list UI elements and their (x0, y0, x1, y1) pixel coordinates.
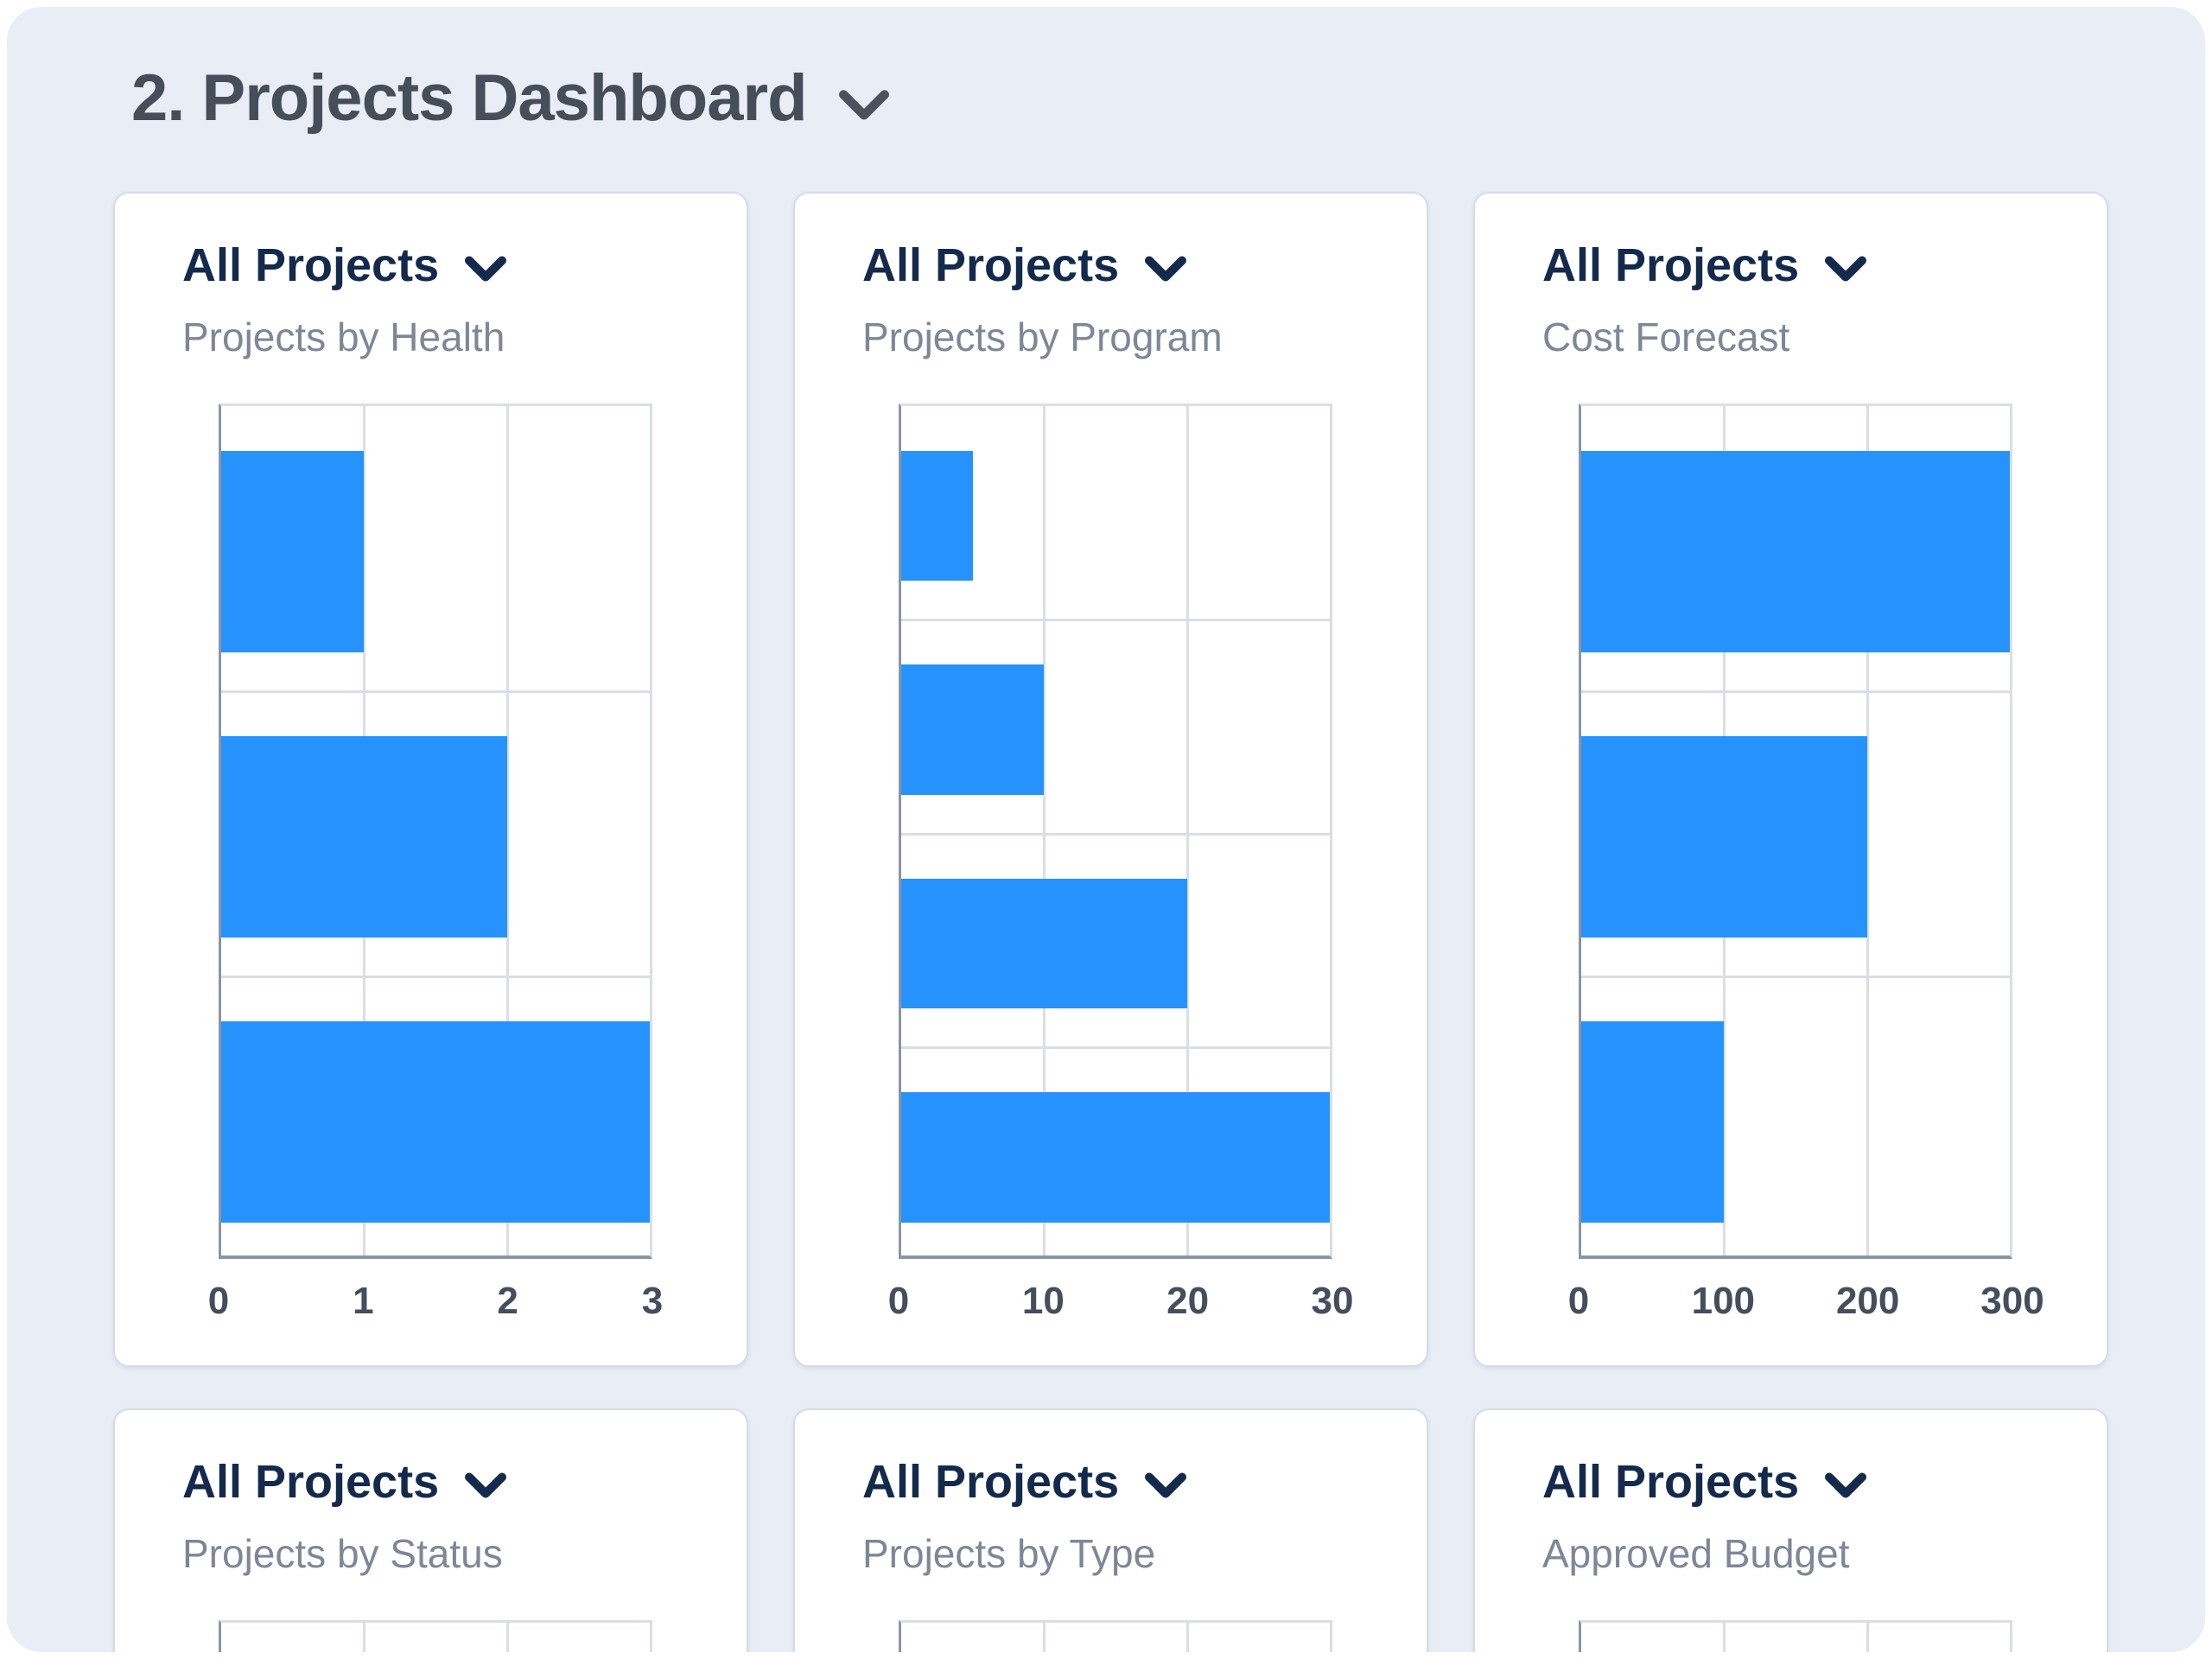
gridline (901, 619, 1330, 622)
filter-label: All Projects (1542, 1456, 1800, 1508)
x-axis-labels: 0 100 200 300 (1568, 1279, 2044, 1325)
axis-tick-label: 0 (887, 1279, 910, 1322)
gridline (363, 1622, 366, 1652)
gridline (505, 405, 509, 1255)
bar-chart-plot (899, 403, 1332, 1259)
chart-title: Projects by Health (182, 315, 505, 359)
gridline (221, 690, 650, 693)
bar (901, 1092, 1330, 1223)
bar (221, 1020, 650, 1223)
x-axis-labels: 0 1 2 3 (208, 1279, 663, 1325)
filter-label: All Projects (182, 239, 440, 291)
bar (901, 450, 973, 582)
chart-card: All Projects Projects by Type (793, 1408, 1428, 1652)
gridline (221, 975, 650, 978)
gridline (1581, 975, 2010, 978)
bar (1581, 1020, 1725, 1223)
bar (901, 878, 1187, 1009)
gridline (1043, 1622, 1046, 1652)
bar (221, 735, 507, 938)
bar-chart-plot (1579, 1619, 2012, 1652)
project-filter-dropdown[interactable]: All Projects (1542, 1456, 1867, 1508)
axis-tick-label: 30 (1311, 1279, 1354, 1322)
bar (1581, 735, 1867, 938)
gridline (1185, 1622, 1189, 1652)
project-filter-dropdown[interactable]: All Projects (182, 1456, 507, 1508)
chart-card: All Projects Projects by Status (113, 1408, 748, 1652)
filter-label: All Projects (1542, 239, 1800, 291)
bar-chart-plot (1579, 403, 2012, 1259)
chart-title: Approved Budget (1542, 1531, 1850, 1576)
axis-tick-label: 0 (207, 1279, 230, 1322)
gridline (1043, 405, 1046, 1255)
project-filter-dropdown[interactable]: All Projects (182, 239, 507, 291)
bar (901, 664, 1045, 795)
filter-label: All Projects (862, 239, 1120, 291)
chart-title: Projects by Status (182, 1531, 503, 1576)
axis-tick-label: 1 (353, 1279, 374, 1322)
chart-card: All Projects Projects by Health 0 1 2 3 (113, 192, 748, 1367)
filter-label: All Projects (862, 1456, 1120, 1508)
gridline (901, 1046, 1330, 1050)
gridline (505, 1622, 509, 1652)
axis-tick-label: 100 (1691, 1279, 1756, 1322)
bar-chart-plot (899, 1619, 1332, 1652)
chart-title: Projects by Type (862, 1531, 1156, 1576)
axis-tick-label: 200 (1835, 1279, 1900, 1322)
chart-card: All Projects Projects by Program 0 10 20 30 (793, 192, 1428, 1367)
chevron-down-icon (1145, 1472, 1187, 1497)
axis-tick-label: 2 (497, 1279, 518, 1322)
gridline (901, 832, 1330, 836)
project-filter-dropdown[interactable]: All Projects (862, 239, 1187, 291)
axis-tick-label: 3 (641, 1279, 664, 1322)
gridline (1185, 405, 1189, 1255)
axis-tick-label: 10 (1021, 1279, 1065, 1322)
page-title: 2. Projects Dashboard (131, 61, 807, 135)
gridline (1866, 405, 1869, 1255)
gridline (1581, 690, 2010, 693)
gridline (1723, 1622, 1726, 1652)
chevron-down-icon (1145, 256, 1187, 281)
bar-chart-plot (219, 403, 652, 1259)
gridline (1866, 1622, 1869, 1652)
chevron-down-icon (465, 1472, 507, 1497)
bar (1581, 450, 2010, 652)
axis-tick-label: 0 (1567, 1279, 1590, 1322)
x-axis-labels: 0 10 20 30 (888, 1279, 1354, 1325)
section-chevron-down-icon[interactable] (838, 89, 890, 122)
chart-card: All Projects Cost Forecast 0 100 200 300 (1473, 192, 2108, 1367)
dashboard-section: 2. Projects Dashboard All Projects Proje… (7, 7, 2205, 1652)
filter-label: All Projects (182, 1456, 440, 1508)
chevron-down-icon (465, 256, 507, 281)
chevron-down-icon (1825, 256, 1867, 281)
project-filter-dropdown[interactable]: All Projects (862, 1456, 1187, 1508)
chart-title: Cost Forecast (1542, 315, 1790, 359)
project-filter-dropdown[interactable]: All Projects (1542, 239, 1867, 291)
section-header: 2. Projects Dashboard (131, 62, 890, 135)
axis-tick-label: 300 (1980, 1279, 2044, 1322)
bar (221, 450, 365, 652)
bar-chart-plot (219, 1619, 652, 1652)
chevron-down-icon (1825, 1472, 1867, 1497)
chart-card: All Projects Approved Budget (1473, 1408, 2108, 1652)
axis-tick-label: 20 (1166, 1279, 1210, 1322)
chart-title: Projects by Program (862, 315, 1223, 359)
